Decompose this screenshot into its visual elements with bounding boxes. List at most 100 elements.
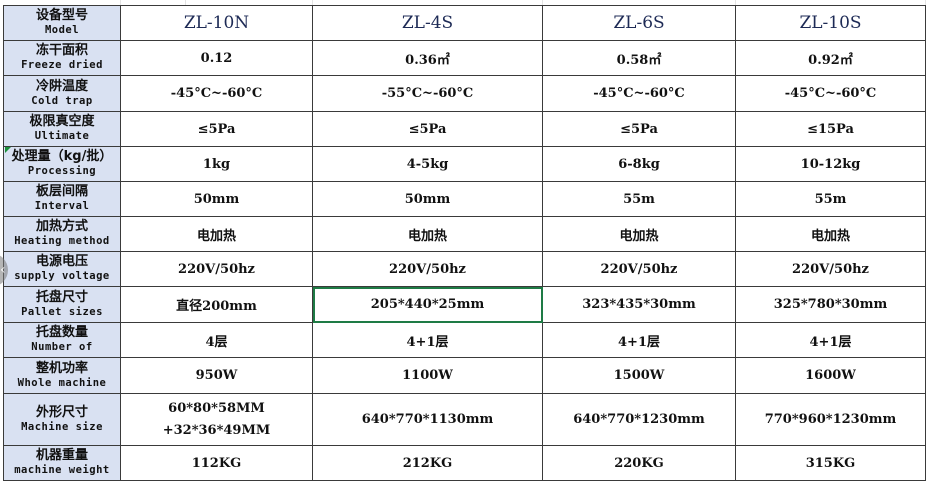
label-cell[interactable]: 冷阱温度 Cold trap xyxy=(3,75,121,112)
value-cell[interactable]: 220V/50hz xyxy=(542,251,736,287)
model-cell[interactable]: ZL-4S xyxy=(312,5,543,41)
label-cell[interactable]: 加热方式 Heating method xyxy=(3,216,121,252)
label-en: Cold trap xyxy=(31,94,93,107)
label-en: Freeze dried xyxy=(21,59,103,71)
model-row: 设备型号 Model ZL-10N ZL-4S ZL-6S ZL-10S xyxy=(3,5,926,41)
label-zh: 托盘尺寸 xyxy=(35,289,88,305)
value-cell[interactable]: 10-12kg xyxy=(735,146,926,182)
spec-row: 极限真空度 Ultimate ≤5Pa ≤5Pa ≤5Pa ≤15Pa xyxy=(3,111,926,147)
chevron-left-icon: ‹ xyxy=(0,262,6,278)
value-cell[interactable]: ≤5Pa xyxy=(120,111,313,147)
spec-row: 整机功率 Whole machine 950W 1100W 1500W 1600W xyxy=(3,357,926,394)
value-cell[interactable]: 电加热 xyxy=(542,216,736,252)
label-cell[interactable]: 机器重量 machine weight xyxy=(3,445,121,481)
value-cell[interactable]: 220V/50hz xyxy=(120,251,313,287)
value-cell[interactable]: 1500W xyxy=(542,357,736,394)
value-cell[interactable]: 112KG xyxy=(120,445,313,481)
label-cell[interactable]: 处理量（kg/批） Processing xyxy=(3,146,121,182)
comment-indicator xyxy=(5,147,11,153)
value-cell[interactable]: 1600W xyxy=(735,357,926,394)
label-cell[interactable]: 电源电压 supply voltage xyxy=(3,251,121,287)
value-cell[interactable]: 640*770*1230mm xyxy=(542,393,736,446)
label-en: Ultimate xyxy=(34,130,90,142)
label-en: Machine size xyxy=(21,420,103,433)
label-zh: 处理量（kg/批） xyxy=(11,149,113,164)
model-cell[interactable]: ZL-6S xyxy=(542,5,736,41)
label-cell[interactable]: 外形尺寸 Machine size xyxy=(3,393,121,446)
label-cell[interactable]: 极限真空度 Ultimate xyxy=(3,111,121,147)
label-cell[interactable]: 整机功率 Whole machine xyxy=(3,357,121,394)
value-cell[interactable]: 电加热 xyxy=(120,216,313,252)
value-cell[interactable]: 325*780*30mm xyxy=(735,286,926,323)
label-cell[interactable]: 托盘尺寸 Pallet sizes xyxy=(3,286,121,323)
value-cell[interactable]: 60*80*58MM +32*36*49MM xyxy=(120,393,313,446)
label-zh: 托盘数量 xyxy=(35,325,88,340)
label-en: Interval xyxy=(34,200,90,212)
label-cell[interactable]: 板层间隔 Interval xyxy=(3,181,121,217)
prev-button[interactable]: ‹ xyxy=(0,253,8,287)
value-line: 60*80*58MM xyxy=(168,400,265,416)
value-cell[interactable]: 55m xyxy=(542,181,736,217)
value-cell[interactable]: 640*770*1130mm xyxy=(312,393,543,446)
value-cell[interactable]: -45°C~-60°C xyxy=(120,75,313,112)
label-en: Whole machine xyxy=(17,376,107,389)
value-cell[interactable]: ≤5Pa xyxy=(312,111,543,147)
value-cell[interactable]: 0.92㎡ xyxy=(735,40,926,76)
label-cell[interactable]: 冻干面积 Freeze dried xyxy=(3,40,121,76)
label-zh: 板层间隔 xyxy=(35,184,88,199)
value-cell[interactable]: 6-8kg xyxy=(542,146,736,182)
value-cell[interactable]: 电加热 xyxy=(312,216,543,252)
value-cell[interactable]: ≤15Pa xyxy=(735,111,926,147)
model-cell[interactable]: ZL-10N xyxy=(120,5,313,41)
value-cell[interactable]: 315KG xyxy=(735,445,926,481)
spec-row: 机器重量 machine weight 112KG 212KG 220KG 315KG xyxy=(3,445,926,481)
label-en: machine weight xyxy=(14,464,110,476)
label-en: Processing xyxy=(27,165,97,177)
value-cell[interactable]: -55°C~-60°C xyxy=(312,75,543,112)
value-cell[interactable]: 电加热 xyxy=(735,216,926,252)
value-cell[interactable]: 950W xyxy=(120,357,313,394)
value-cell[interactable]: 770*960*1230mm xyxy=(735,393,926,446)
label-zh: 设备型号 xyxy=(35,8,88,23)
label-zh: 电源电压 xyxy=(35,254,88,269)
value-cell[interactable]: 0.58㎡ xyxy=(542,40,736,76)
spec-row: 冻干面积 Freeze dried 0.12 0.36㎡ 0.58㎡ 0.92㎡ xyxy=(3,40,926,76)
value-cell[interactable]: 212KG xyxy=(312,445,543,481)
value-cell[interactable]: -45°C~-60°C xyxy=(542,75,736,112)
label-cell[interactable]: 设备型号 Model xyxy=(3,5,121,41)
value-cell[interactable]: 4+1层 xyxy=(542,322,736,358)
value-cell[interactable]: 4+1层 xyxy=(735,322,926,358)
value-cell[interactable]: 220V/50hz xyxy=(312,251,543,287)
label-zh: 整机功率 xyxy=(35,360,88,376)
spec-row: 处理量（kg/批） Processing 1kg 4-5kg 6-8kg 10-12kg xyxy=(3,146,926,182)
value-cell[interactable]: ≤5Pa xyxy=(542,111,736,147)
value-cell[interactable]: 220V/50hz xyxy=(735,251,926,287)
value-cell[interactable]: -45°C~-60°C xyxy=(735,75,926,112)
value-cell[interactable]: 205*440*25mm xyxy=(312,286,543,323)
value-cell[interactable]: 4层 xyxy=(120,322,313,358)
value-cell[interactable]: 220KG xyxy=(542,445,736,481)
value-cell[interactable]: 1100W xyxy=(312,357,543,394)
label-zh: 极限真空度 xyxy=(29,114,95,129)
label-en: supply voltage xyxy=(14,270,110,282)
value-cell[interactable]: 55m xyxy=(735,181,926,217)
label-en: Pallet sizes xyxy=(21,305,103,318)
label-zh: 机器重量 xyxy=(35,448,88,463)
value-cell[interactable]: 直径200mm xyxy=(120,286,313,323)
spec-row: 外形尺寸 Machine size 60*80*58MM +32*36*49MM 640… xyxy=(3,393,926,446)
value-cell[interactable]: 1kg xyxy=(120,146,313,182)
value-cell[interactable]: 323*435*30mm xyxy=(542,286,736,323)
spec-row: 冷阱温度 Cold trap -45°C~-60°C -55°C~-60°C -45°C… xyxy=(3,75,926,112)
spec-row: 加热方式 Heating method 电加热 电加热 电加热 电加热 xyxy=(3,216,926,252)
value-cell[interactable]: 0.36㎡ xyxy=(312,40,543,76)
label-zh: 加热方式 xyxy=(35,219,88,234)
value-cell[interactable]: 4-5kg xyxy=(312,146,543,182)
value-cell[interactable]: 50mm xyxy=(120,181,313,217)
label-cell[interactable]: 托盘数量 Number of xyxy=(3,322,121,358)
spec-row: 托盘尺寸 Pallet sizes 直径200mm 205*440*25mm 323*4… xyxy=(3,286,926,323)
spec-row: 板层间隔 Interval 50mm 50mm 55m 55m xyxy=(3,181,926,217)
value-cell[interactable]: 50mm xyxy=(312,181,543,217)
model-cell[interactable]: ZL-10S xyxy=(735,5,926,41)
value-cell[interactable]: 4+1层 xyxy=(312,322,543,358)
value-cell[interactable]: 0.12 xyxy=(120,40,313,76)
